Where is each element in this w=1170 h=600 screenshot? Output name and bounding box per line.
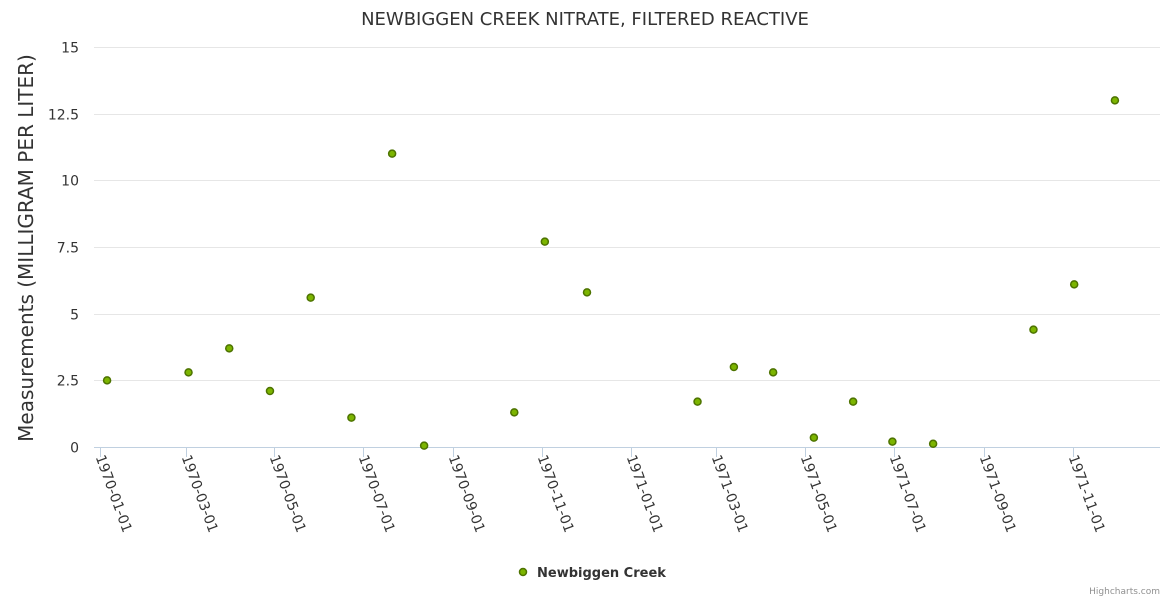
data-point[interactable] [387, 149, 397, 158]
x-tick-label: 1970-07-01 [355, 453, 398, 535]
data-point[interactable] [419, 441, 429, 450]
x-tick-label: 1971-07-01 [886, 453, 929, 535]
credits-link[interactable]: Highcharts.com [1089, 587, 1160, 597]
x-tick-label: 1970-05-01 [266, 453, 309, 535]
data-point[interactable] [809, 433, 819, 442]
legend[interactable]: Newbiggen Creek [518, 566, 667, 581]
x-tick-label: 1970-09-01 [445, 453, 488, 535]
data-point[interactable] [102, 376, 112, 385]
y-tick-label: 15 [61, 41, 79, 57]
y-tick-label: 0 [70, 441, 79, 457]
data-point[interactable] [184, 368, 193, 377]
data-point[interactable] [729, 362, 739, 372]
chart-title: NEWBIGGEN CREEK NITRATE, FILTERED REACTI… [361, 9, 809, 30]
y-tick-label: 2.5 [57, 374, 79, 390]
legend-label[interactable]: Newbiggen Creek [537, 566, 666, 581]
y-axis: 0 2.5 5 7.5 10 12.5 15 [48, 41, 79, 457]
data-point[interactable] [306, 293, 315, 302]
data-point[interactable] [768, 368, 778, 377]
y-tick-label: 10 [61, 174, 79, 190]
data-point[interactable] [265, 386, 275, 396]
y-tick-label: 5 [70, 308, 79, 324]
x-tick-label: 1971-09-01 [976, 453, 1019, 535]
x-axis: 1970-01-01 1970-03-01 1970-05-01 1970-07-01… [92, 447, 1108, 535]
data-point[interactable] [888, 437, 897, 446]
data-point[interactable] [1029, 325, 1038, 334]
data-points [102, 96, 1120, 450]
data-point[interactable] [928, 439, 938, 449]
x-tick-label: 1971-11-01 [1065, 453, 1108, 535]
data-point[interactable] [1110, 96, 1120, 105]
gridlines [94, 47, 1160, 381]
data-point[interactable] [540, 237, 550, 246]
data-point[interactable] [582, 288, 592, 297]
data-point[interactable] [510, 408, 519, 417]
x-tick-label: 1970-03-01 [178, 453, 221, 535]
data-point[interactable] [848, 397, 858, 406]
y-tick-label: 7.5 [57, 241, 79, 257]
data-point[interactable] [1069, 280, 1079, 289]
legend-marker [518, 567, 528, 577]
x-tick-label: 1971-03-01 [708, 453, 751, 535]
x-tick-label: 1970-11-01 [534, 453, 577, 535]
y-tick-label: 12.5 [48, 108, 79, 124]
data-point[interactable] [224, 344, 234, 353]
x-tick-label: 1971-05-01 [797, 453, 840, 535]
data-point[interactable] [347, 413, 356, 422]
x-tick-label: 1971-01-01 [623, 453, 666, 535]
x-tick-label: 1970-01-01 [92, 453, 135, 535]
y-axis-label: Measurements (MILLIGRAM PER LITER) [14, 54, 38, 442]
data-point[interactable] [693, 397, 702, 406]
